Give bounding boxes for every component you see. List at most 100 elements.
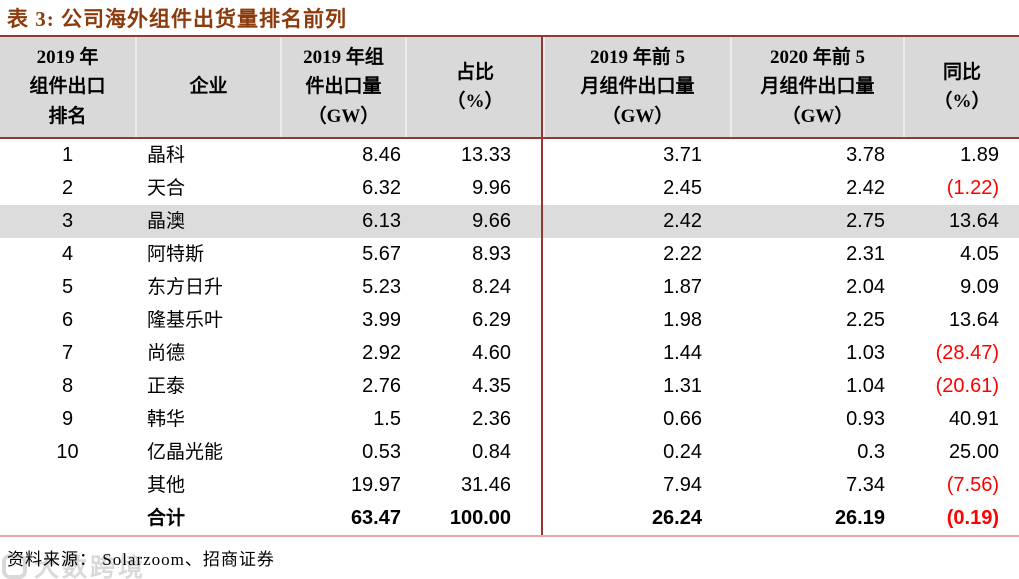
cell-export-5m-2020: 7.34 bbox=[846, 474, 885, 496]
cell-share: 31.46 bbox=[460, 474, 511, 496]
cell-share: 2.36 bbox=[472, 408, 511, 430]
cell-export-5m-2019: 0.24 bbox=[663, 441, 702, 463]
cell-export-5m-2020: 2.75 bbox=[846, 210, 885, 232]
cell-export-5m-2019: 1.44 bbox=[663, 342, 702, 364]
source-note: 资料来源： Solarzoom、招商证券 bbox=[7, 550, 275, 569]
table-row-others: 其他 19.97 31.46 7.94 7.34 (7.56) bbox=[0, 469, 1019, 502]
cell-export-5m-2020: 0.93 bbox=[846, 408, 885, 430]
table-row: 10 亿晶光能 0.53 0.84 0.24 0.3 25.00 bbox=[0, 436, 1019, 469]
cell-company: 阿特斯 bbox=[147, 244, 205, 265]
cell-share: 8.93 bbox=[472, 243, 511, 265]
header-yoy: 同比 （%） bbox=[903, 37, 1019, 137]
cell-export-5m-2020: 2.31 bbox=[846, 243, 885, 265]
header-share: 占比 （%） bbox=[405, 37, 543, 137]
cell-rank: 4 bbox=[61, 243, 74, 265]
cell-rank: 6 bbox=[61, 309, 74, 331]
cell-company: 天合 bbox=[147, 178, 186, 199]
table-row: 7 尚德 2.92 4.60 1.44 1.03 (28.47) bbox=[0, 337, 1019, 370]
cell-export-5m-2019: 26.24 bbox=[651, 507, 702, 529]
cell-share: 6.29 bbox=[472, 309, 511, 331]
cell-yoy: (20.61) bbox=[935, 375, 999, 397]
cell-export-2019: 8.46 bbox=[362, 144, 401, 166]
cell-rank: 7 bbox=[61, 342, 74, 364]
cell-rank: 2 bbox=[61, 177, 74, 199]
cell-company: 晶澳 bbox=[147, 211, 186, 232]
header-export-5m-2020: 2020 年前 5 月组件出口量 （GW） bbox=[730, 37, 903, 137]
cell-yoy: 1.89 bbox=[960, 144, 999, 166]
cell-rank bbox=[0, 469, 135, 502]
cell-export-2019: 6.13 bbox=[362, 210, 401, 232]
cell-export-5m-2019: 1.31 bbox=[663, 375, 702, 397]
cell-share: 9.96 bbox=[472, 177, 511, 199]
cell-export-2019: 5.23 bbox=[362, 276, 401, 298]
header-company: 企业 bbox=[135, 37, 280, 137]
table-row-highlighted: 3 晶澳 6.13 9.66 2.42 2.75 13.64 bbox=[0, 205, 1019, 238]
cell-company: 韩华 bbox=[147, 409, 186, 430]
table-row-total: 合计 63.47 100.00 26.24 26.19 (0.19) bbox=[0, 502, 1019, 535]
cell-export-2019: 19.97 bbox=[350, 474, 401, 496]
cell-rank: 10 bbox=[56, 441, 79, 463]
table-row: 9 韩华 1.5 2.36 0.66 0.93 40.91 bbox=[0, 403, 1019, 436]
cell-export-5m-2019: 1.87 bbox=[663, 276, 702, 298]
cell-company: 亿晶光能 bbox=[147, 442, 224, 463]
cell-company: 东方日升 bbox=[147, 277, 224, 298]
cell-share: 9.66 bbox=[472, 210, 511, 232]
cell-rank bbox=[0, 502, 135, 535]
cell-yoy: (28.47) bbox=[935, 342, 999, 364]
watermark: 大数跨境 bbox=[2, 548, 146, 579]
cell-share: 4.60 bbox=[472, 342, 511, 364]
cell-rank: 5 bbox=[61, 276, 74, 298]
cell-export-2019: 63.47 bbox=[350, 507, 401, 529]
table-body: 1 晶科 8.46 13.33 3.71 3.78 1.89 2 天合 6.32… bbox=[0, 139, 1019, 535]
cell-yoy: 40.91 bbox=[948, 408, 999, 430]
cell-export-2019: 6.32 bbox=[362, 177, 401, 199]
cell-export-5m-2020: 2.25 bbox=[846, 309, 885, 331]
cell-export-5m-2019: 2.22 bbox=[663, 243, 702, 265]
cell-rank: 1 bbox=[61, 144, 74, 166]
table-row: 1 晶科 8.46 13.33 3.71 3.78 1.89 bbox=[0, 139, 1019, 172]
cell-company: 隆基乐叶 bbox=[147, 310, 224, 331]
table-header-row: 2019 年 组件出口 排名 企业 2019 年组 件出口量 （GW） 占比 （… bbox=[0, 35, 1019, 139]
cell-company: 尚德 bbox=[147, 343, 186, 364]
cell-yoy: 9.09 bbox=[960, 276, 999, 298]
cell-yoy: 25.00 bbox=[948, 441, 999, 463]
cell-export-5m-2019: 2.42 bbox=[663, 210, 702, 232]
table-row: 5 东方日升 5.23 8.24 1.87 2.04 9.09 bbox=[0, 271, 1019, 304]
cell-export-2019: 5.67 bbox=[362, 243, 401, 265]
cell-export-5m-2020: 26.19 bbox=[834, 507, 885, 529]
shipment-ranking-table: 2019 年 组件出口 排名 企业 2019 年组 件出口量 （GW） 占比 （… bbox=[0, 35, 1019, 537]
watermark-logo-icon bbox=[2, 553, 27, 579]
cell-company: 晶科 bbox=[147, 145, 186, 166]
watermark-text: 大数跨境 bbox=[34, 554, 147, 579]
cell-rank: 9 bbox=[61, 408, 74, 430]
cell-export-5m-2019: 1.98 bbox=[663, 309, 702, 331]
cell-export-5m-2020: 2.04 bbox=[846, 276, 885, 298]
cell-export-5m-2020: 0.3 bbox=[857, 441, 885, 463]
cell-yoy: (1.22) bbox=[946, 177, 999, 199]
table-row: 2 天合 6.32 9.96 2.45 2.42 (1.22) bbox=[0, 172, 1019, 205]
cell-export-2019: 2.76 bbox=[362, 375, 401, 397]
table-row: 4 阿特斯 5.67 8.93 2.22 2.31 4.05 bbox=[0, 238, 1019, 271]
table-bottom-border bbox=[0, 535, 1019, 537]
cell-rank: 3 bbox=[61, 210, 74, 232]
cell-rank: 8 bbox=[61, 375, 74, 397]
cell-yoy: 13.64 bbox=[948, 309, 999, 331]
cell-yoy: (7.56) bbox=[946, 474, 999, 496]
cell-share: 4.35 bbox=[472, 375, 511, 397]
cell-export-5m-2019: 2.45 bbox=[663, 177, 702, 199]
cell-export-5m-2020: 1.04 bbox=[846, 375, 885, 397]
cell-export-5m-2019: 3.71 bbox=[663, 144, 702, 166]
cell-export-2019: 3.99 bbox=[362, 309, 401, 331]
cell-share: 13.33 bbox=[460, 144, 511, 166]
header-rank: 2019 年 组件出口 排名 bbox=[29, 46, 106, 127]
cell-yoy: 4.05 bbox=[960, 243, 999, 265]
table-title: 表 3: 公司海外组件出货量排名前列 bbox=[7, 7, 347, 31]
cell-company: 其他 bbox=[147, 475, 186, 496]
cell-export-5m-2020: 3.78 bbox=[846, 144, 885, 166]
cell-share: 8.24 bbox=[472, 276, 511, 298]
header-export-5m-2019: 2019 年前 5 月组件出口量 （GW） bbox=[543, 37, 730, 137]
cell-yoy: 13.64 bbox=[948, 210, 999, 232]
table-row: 6 隆基乐叶 3.99 6.29 1.98 2.25 13.64 bbox=[0, 304, 1019, 337]
cell-export-2019: 1.5 bbox=[373, 408, 401, 430]
